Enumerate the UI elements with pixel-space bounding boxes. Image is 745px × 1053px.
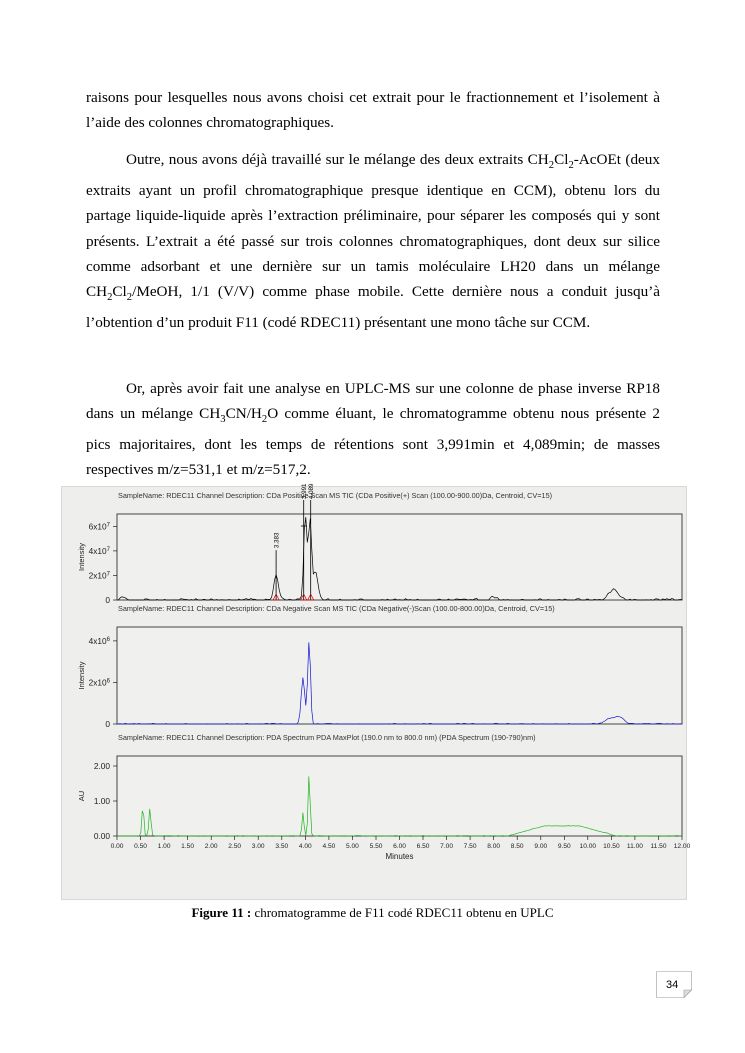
svg-text:7.00: 7.00 [440, 843, 453, 850]
svg-text:4.00: 4.00 [299, 843, 312, 850]
svg-text:4.50: 4.50 [322, 843, 335, 850]
svg-text:2x107: 2x107 [89, 570, 111, 580]
svg-text:4x106: 4x106 [89, 636, 111, 646]
svg-text:Intensity: Intensity [77, 543, 86, 571]
svg-text:4x107: 4x107 [89, 546, 111, 556]
svg-text:6x107: 6x107 [89, 521, 111, 531]
svg-text:Intensity: Intensity [77, 661, 86, 689]
svg-text:34: 34 [666, 979, 678, 991]
svg-text:0.00: 0.00 [94, 831, 111, 841]
svg-text:9.00: 9.00 [534, 843, 547, 850]
svg-text:4.089: 4.089 [308, 483, 315, 499]
svg-text:SampleName: RDEC11 Channel De: SampleName: RDEC11 Channel Description: … [118, 604, 555, 613]
svg-text:AU: AU [77, 791, 86, 801]
svg-text:6.00: 6.00 [393, 843, 406, 850]
svg-text:0: 0 [105, 719, 110, 729]
svg-text:1.00: 1.00 [94, 796, 111, 806]
svg-text:5.00: 5.00 [346, 843, 359, 850]
svg-text:7.50: 7.50 [464, 843, 477, 850]
svg-text:SampleName: RDEC11 Channel De: SampleName: RDEC11 Channel Description: … [118, 733, 536, 742]
svg-text:3.383: 3.383 [274, 532, 281, 548]
svg-text:2.00: 2.00 [205, 843, 218, 850]
svg-text:12.00: 12.00 [674, 843, 691, 850]
svg-text:3.00: 3.00 [252, 843, 265, 850]
svg-text:3.50: 3.50 [275, 843, 288, 850]
svg-text:10.50: 10.50 [603, 843, 620, 850]
svg-text:8.00: 8.00 [487, 843, 500, 850]
svg-text:1.00: 1.00 [158, 843, 171, 850]
svg-text:5.50: 5.50 [370, 843, 383, 850]
svg-text:2x106: 2x106 [89, 677, 111, 687]
svg-text:0: 0 [105, 595, 110, 605]
svg-text:11.00: 11.00 [627, 843, 643, 850]
svg-text:6.50: 6.50 [417, 843, 430, 850]
svg-text:SampleName: RDEC11 Channel De: SampleName: RDEC11 Channel Description: … [118, 491, 552, 500]
svg-text:10.00: 10.00 [580, 843, 597, 850]
svg-text:11.50: 11.50 [650, 843, 666, 850]
svg-text:0.00: 0.00 [111, 843, 124, 850]
svg-text:0.50: 0.50 [134, 843, 147, 850]
svg-text:2.00: 2.00 [94, 761, 111, 771]
svg-text:9.50: 9.50 [558, 843, 571, 850]
svg-text:3.991: 3.991 [301, 483, 308, 499]
svg-text:8.50: 8.50 [511, 843, 524, 850]
svg-text:1.50: 1.50 [181, 843, 194, 850]
svg-text:Minutes: Minutes [385, 852, 413, 861]
svg-text:2.50: 2.50 [228, 843, 241, 850]
